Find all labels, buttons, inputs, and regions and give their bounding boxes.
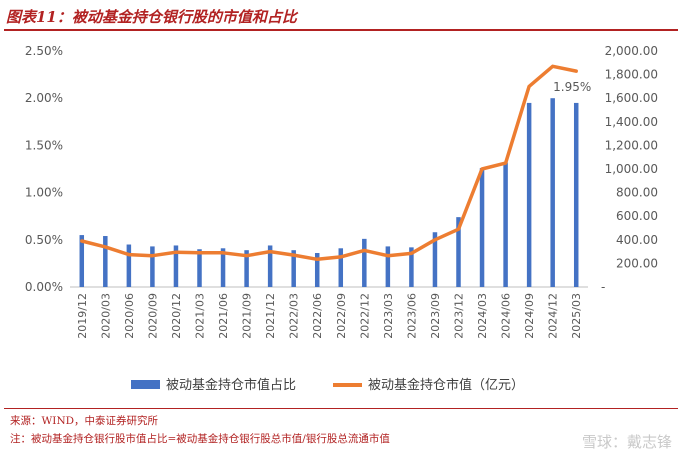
bar bbox=[173, 245, 179, 287]
bar bbox=[362, 238, 367, 287]
bar bbox=[150, 246, 155, 287]
bar bbox=[267, 245, 273, 287]
right-axis-tick-label: 1,400.00 bbox=[605, 115, 658, 129]
x-axis-tick-label: 2021/03 bbox=[194, 293, 207, 339]
source-note: 来源：WIND，中泰证券研究所 bbox=[10, 415, 159, 427]
x-axis-tick-label: 2020/06 bbox=[123, 293, 136, 339]
bar bbox=[409, 247, 414, 287]
x-axis-tick-label: 2024/12 bbox=[547, 293, 560, 339]
right-axis-tick-label: 400.00 bbox=[616, 233, 658, 247]
x-axis-tick-label: 2020/09 bbox=[146, 293, 159, 339]
right-axis-tick-label: 1,200.00 bbox=[605, 138, 658, 152]
bar bbox=[79, 235, 85, 287]
line-series bbox=[80, 64, 578, 262]
x-axis-tick-label: 2021/09 bbox=[241, 293, 254, 339]
bar bbox=[220, 248, 226, 287]
x-axis-tick-label: 2023/12 bbox=[453, 293, 466, 339]
left-axis-tick-label: 1.00% bbox=[25, 186, 63, 200]
x-axis-tick-label: 2024/03 bbox=[476, 293, 489, 339]
x-axis-tick-label: 2022/09 bbox=[335, 293, 348, 339]
x-axis-tick-label: 2021/12 bbox=[264, 293, 277, 339]
left-axis-tick-label: 0.00% bbox=[25, 280, 63, 294]
right-axis-tick-label: 600.00 bbox=[616, 209, 658, 223]
x-axis-tick-label: 2024/09 bbox=[523, 293, 536, 339]
x-axis-tick-label: 2022/03 bbox=[288, 293, 301, 339]
bar bbox=[432, 232, 438, 287]
x-axis-tick-label: 2024/06 bbox=[500, 293, 513, 339]
right-axis-tick-label: 1,600.00 bbox=[605, 91, 658, 105]
footer: 来源：WIND，中泰证券研究所 注：被动基金持仓银行股市值占比=被动基金持仓银行… bbox=[4, 408, 678, 455]
chart: 0.00% 0.50% 1.00% 1.50% 2.00% 2.50% -200.00 400… bbox=[25, 44, 658, 393]
x-axis-tick-label: 2022/12 bbox=[358, 293, 371, 339]
right-axis-tick-label: 2,000.00 bbox=[605, 44, 658, 58]
bar bbox=[550, 98, 555, 287]
x-axis-tick-label: 2023/03 bbox=[382, 293, 395, 339]
x-axis-tick-label: 2023/06 bbox=[405, 293, 418, 339]
left-axis-tick-label: 2.50% bbox=[25, 44, 63, 58]
legend-swatch-bar bbox=[131, 380, 160, 389]
bar bbox=[526, 102, 532, 287]
figure-title-bar: 图表11：被动基金持仓银行股的市值和占比 bbox=[4, 3, 678, 31]
bar bbox=[103, 236, 108, 287]
right-axis-tick-label: 1,800.00 bbox=[605, 68, 658, 82]
right-axis-tick-label: 200.00 bbox=[616, 256, 658, 270]
x-axis-tick-label: 2020/12 bbox=[170, 293, 183, 339]
bar bbox=[385, 246, 391, 287]
bar bbox=[291, 250, 296, 287]
data-label: 1.95% bbox=[553, 80, 591, 94]
bar bbox=[573, 102, 579, 287]
left-axis-tick-label: 1.50% bbox=[25, 138, 63, 152]
right-axis-tick-label: 800.00 bbox=[616, 186, 658, 200]
bar bbox=[456, 217, 461, 287]
right-axis-tick-label: 1,000.00 bbox=[605, 162, 658, 176]
x-axis-tick-label: 2021/06 bbox=[217, 293, 230, 339]
legend-label-line: 被动基金持仓市值（亿元） bbox=[368, 377, 524, 393]
figure-title: 图表11：被动基金持仓银行股的市值和占比 bbox=[6, 8, 297, 26]
right-axis-tick-label: - bbox=[601, 280, 605, 294]
bar bbox=[479, 168, 485, 287]
x-axis-tick-label: 2020/03 bbox=[99, 293, 112, 339]
x-axis-tick-label: 2022/06 bbox=[311, 293, 324, 339]
definition-note: 注：被动基金持仓银行股市值占比=被动基金持仓银行股总市值/银行股总流通市值 bbox=[10, 433, 390, 445]
left-axis-tick-label: 2.00% bbox=[25, 91, 63, 105]
legend-label-bar: 被动基金持仓市值占比 bbox=[166, 377, 296, 393]
left-axis-tick-label: 0.50% bbox=[25, 233, 63, 247]
watermark: 雪球：戴志锋 bbox=[581, 433, 672, 451]
x-axis-tick-label: 2019/12 bbox=[76, 293, 89, 339]
bar bbox=[244, 250, 249, 287]
bar bbox=[314, 253, 320, 287]
x-axis-tick-label: 2023/09 bbox=[429, 293, 442, 339]
bar bbox=[338, 248, 344, 287]
bar bbox=[126, 244, 132, 287]
x-axis-tick-label: 2025/03 bbox=[570, 293, 583, 339]
bar bbox=[503, 162, 508, 287]
bar bbox=[197, 249, 202, 287]
